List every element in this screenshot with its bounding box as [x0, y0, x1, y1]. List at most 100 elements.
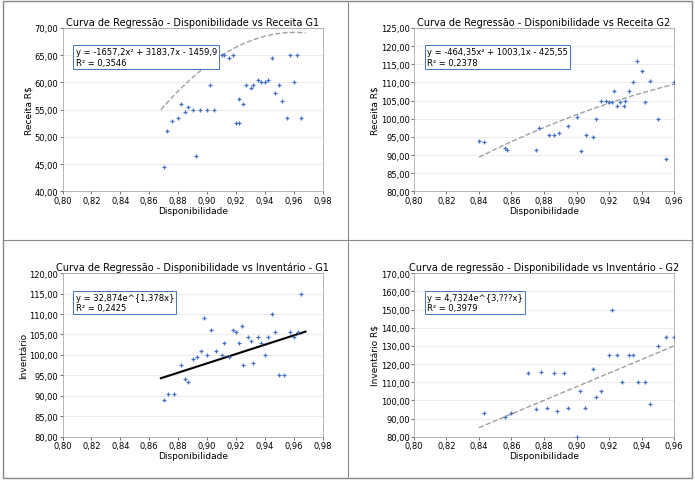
Point	[535, 369, 546, 376]
Point	[551, 408, 562, 415]
Point	[501, 146, 512, 154]
Point	[288, 333, 300, 341]
Point	[631, 58, 642, 65]
Point	[252, 77, 263, 84]
Point	[252, 333, 263, 341]
Point	[223, 353, 234, 361]
Point	[267, 311, 278, 318]
Point	[644, 400, 655, 408]
Point	[206, 327, 217, 335]
Point	[478, 139, 489, 147]
Point	[216, 351, 227, 359]
Point	[608, 88, 619, 96]
Point	[591, 393, 602, 401]
Point	[612, 103, 623, 110]
Point	[571, 114, 582, 121]
Point	[639, 379, 651, 386]
Point	[255, 339, 266, 347]
Point	[500, 144, 511, 152]
Point	[219, 52, 230, 60]
Y-axis label: Inventário R$: Inventário R$	[370, 325, 379, 385]
Point	[180, 109, 191, 117]
Point	[591, 116, 602, 123]
Point	[506, 409, 517, 417]
Point	[581, 132, 592, 140]
Point	[623, 88, 634, 96]
Point	[259, 351, 270, 359]
Point	[231, 120, 242, 128]
Point	[669, 333, 680, 341]
Text: y = -464,35x² + 1003,1x - 425,55
R² = 0,2378: y = -464,35x² + 1003,1x - 425,55 R² = 0,…	[427, 48, 568, 68]
Point	[284, 52, 295, 60]
Point	[618, 103, 629, 110]
Point	[248, 360, 259, 367]
Point	[636, 69, 647, 76]
Title: Curva de Regressão - Disponibilidade vs Receita G2: Curva de Regressão - Disponibilidade vs …	[418, 18, 671, 28]
Point	[216, 52, 227, 60]
Point	[530, 146, 541, 154]
Point	[262, 77, 273, 84]
Point	[281, 115, 292, 122]
Point	[262, 333, 273, 341]
Point	[195, 107, 206, 114]
Point	[163, 390, 174, 398]
Y-axis label: Inventário: Inventário	[19, 332, 28, 378]
Text: y = 32,874e^{1,378x}
R² = 0,2425: y = 32,874e^{1,378x} R² = 0,2425	[76, 293, 174, 312]
Point	[227, 52, 238, 60]
Point	[541, 404, 553, 412]
Point	[202, 107, 213, 114]
Point	[245, 85, 256, 93]
Point	[284, 329, 295, 336]
Y-axis label: Receita R$: Receita R$	[24, 86, 33, 135]
Point	[234, 96, 245, 103]
Point	[191, 353, 202, 361]
Point	[543, 132, 555, 140]
Title: Curva de regressão - Disponibilidade vs Inventário - G2: Curva de regressão - Disponibilidade vs …	[409, 263, 679, 273]
Point	[242, 333, 253, 341]
Point	[563, 404, 574, 412]
Point	[576, 148, 587, 156]
Point	[669, 79, 680, 87]
Point	[603, 351, 614, 359]
Point	[600, 97, 612, 105]
Point	[202, 351, 213, 359]
Point	[168, 390, 179, 398]
Point	[639, 99, 651, 107]
Point	[473, 137, 484, 145]
Point	[183, 378, 194, 385]
X-axis label: Disponibilidade: Disponibilidade	[158, 206, 228, 216]
Point	[270, 329, 281, 336]
X-axis label: Disponibilidade: Disponibilidade	[509, 206, 579, 216]
Point	[176, 361, 187, 369]
Point	[187, 107, 198, 114]
Point	[190, 153, 201, 160]
Point	[293, 329, 304, 336]
Point	[558, 370, 569, 377]
Point	[607, 99, 618, 107]
Point	[628, 351, 639, 359]
Point	[270, 90, 281, 98]
Point	[259, 79, 270, 87]
Point	[628, 79, 639, 87]
Point	[660, 333, 671, 341]
Point	[274, 82, 285, 90]
Point	[231, 329, 242, 336]
Point	[180, 376, 191, 384]
Point	[539, 48, 550, 56]
Point	[620, 97, 631, 105]
Point	[158, 164, 170, 171]
Point	[234, 120, 245, 128]
Point	[616, 379, 628, 386]
Point	[534, 125, 545, 132]
Point	[267, 55, 278, 62]
Point	[199, 315, 210, 323]
Title: Curva de Regressão - Disponibilidade vs Receita G1: Curva de Regressão - Disponibilidade vs …	[66, 18, 319, 28]
Point	[644, 78, 655, 85]
Point	[274, 372, 285, 380]
Point	[653, 116, 664, 123]
Point	[245, 337, 256, 345]
X-axis label: Disponibilidade: Disponibilidade	[509, 451, 579, 460]
Point	[208, 107, 220, 114]
Point	[211, 348, 222, 355]
Point	[530, 406, 541, 413]
